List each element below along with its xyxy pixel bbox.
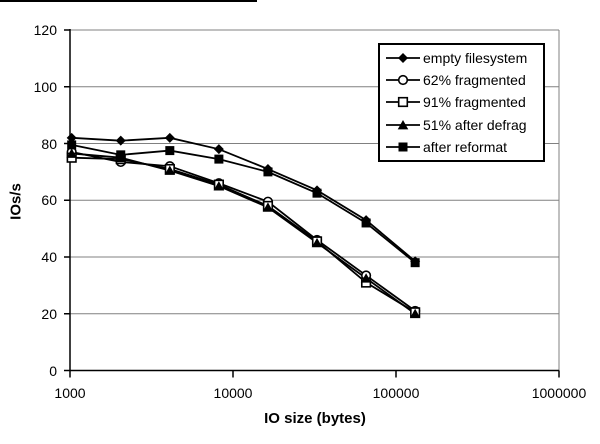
x-axis-title: IO size (bytes) [264,410,366,427]
legend-label: empty filesystem [423,50,528,67]
legend-entry-4: after reformat [386,136,543,158]
legend-entry-0: empty filesystem [386,47,543,69]
legend-marker-square-open [386,97,420,108]
y-tick-label-40: 40 [41,249,57,265]
series-line-0 [71,136,416,262]
legend-label: 62% fragmented [423,72,526,89]
x-tick-label-1000: 1000 [54,385,86,401]
legend-label: 91% fragmented [423,94,526,111]
legend-marker-square-filled [386,142,420,152]
series-markers-3 [66,148,421,319]
top-border-artifact [0,0,257,2]
series-markers-1 [66,146,421,317]
y-tick-label-120: 120 [33,22,57,38]
legend-label: 51% after defrag [423,116,527,133]
series-line-2 [71,156,416,314]
x-tick-label-10000: 10000 [213,385,253,401]
legend-label: after reformat [423,138,508,155]
legend-marker-diamond-filled [386,53,420,64]
series-markers-2 [66,152,421,318]
legend-entry-2: 91% fragmented [386,91,543,113]
series-line-1 [71,151,416,312]
series-line-3 [71,152,416,315]
legend-marker-triangle-filled [386,119,420,130]
y-tick-label-80: 80 [41,135,57,152]
y-tick-label-60: 60 [41,192,57,209]
series-markers-4 [67,140,420,268]
x-tick-label-100000: 100000 [372,385,420,401]
legend-marker-circle-open [386,75,420,86]
y-tick-label-100: 100 [33,78,57,95]
x-tick-label-1000000: 1000000 [531,385,587,401]
y-tick-label-0: 0 [49,362,57,379]
legend-entry-3: 51% after defrag [386,114,543,136]
legend-entry-1: 62% fragmented [386,69,543,91]
y-tick-label-20: 20 [41,305,57,322]
legend: empty filesystem 62% fragmented 91% fragme… [378,43,545,162]
series-line-4 [71,144,416,264]
